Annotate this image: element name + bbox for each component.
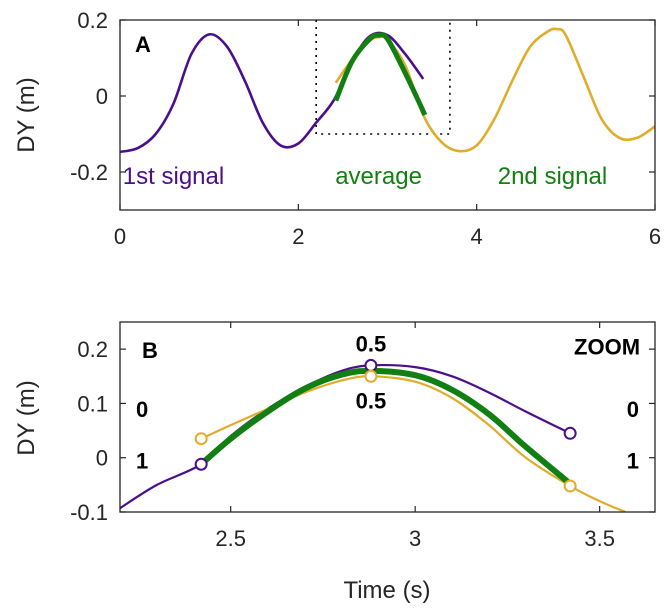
panel-b-annotation-3: 1 [136,448,148,473]
panel-b-ticks: 2.5 3 3.5 -0.1 0 0.1 0.2 [70,322,655,551]
panel-b-marker-5 [563,479,577,493]
region-label-2nd-signal: 2nd signal [498,163,607,190]
region-label-1st-signal: 1st signal [123,163,224,190]
panel-b-x-tick-label: 3 [409,526,421,551]
panel-b-y-tick-label: -0.1 [70,500,108,525]
panel-b-annotation-2: 0 [136,397,148,422]
panel-b-x-tick-label: 3.5 [584,526,615,551]
panel-b-y-tick-label: 0 [96,446,108,471]
panel-a-axes-box [119,19,656,211]
panel-a: 1st signal average 2nd signal 0 2 4 6 -0.2 0 0.2… [13,8,661,249]
panel-b-annotation-1: 0.5 [356,389,387,414]
panel-a-x-tick-label: 6 [649,224,661,249]
panel-b-label: B [142,338,158,363]
panel-a-y-tick-label: 0.2 [77,8,108,33]
panel-b: 0.5 0.5 0 1 0 1 ZOOM 2.5 3 3.5 -0.1 0 0.1 0.2 B DY (… [13,321,656,604]
panel-b-axes-box [119,321,656,513]
panel-b-annotation-6: ZOOM [574,334,640,359]
panel-b-y-tick-label: 0.2 [77,337,108,362]
panel-b-marker-1 [364,358,378,372]
panel-a-series-group [120,20,655,154]
panel-a-label: A [135,32,151,57]
panel-b-x-axis-title: Time (s) [343,577,430,604]
panel-b-annotation-5: 1 [627,448,639,473]
panel-b-annotation-0: 0.5 [356,332,387,357]
panel-b-x-tick-label: 2.5 [215,526,246,551]
panel-b-annotation-4: 0 [627,397,639,422]
panel-a-y-tick-label: -0.2 [70,160,108,185]
panel-a-x-tick-label: 0 [114,224,126,249]
panel-b-marker-3 [194,432,208,446]
panel-a-ticks: 0 2 4 6 -0.2 0 0.2 [70,8,661,249]
panel-b-marker-4 [364,369,378,383]
panel-a-x-tick-label: 2 [292,224,304,249]
panel-a-y-axis-title: DY (m) [13,77,40,153]
panel-a-y-tick-label: 0 [96,84,108,109]
panel-b-series-2nd-signal [200,375,626,512]
panel-a-plot-area: 1st signal average 2nd signal [120,20,655,190]
panel-b-marker-0 [194,457,208,471]
panel-b-plot-area: 0.5 0.5 0 1 0 1 ZOOM [120,332,640,512]
zoom-box [315,20,451,135]
panel-a-x-tick-label: 4 [471,224,483,249]
panel-a-series-2nd-signal [334,27,655,153]
panel-a-series-average [333,32,428,117]
region-label-average: average [335,163,422,190]
panel-b-y-tick-label: 0.1 [77,391,108,416]
panel-b-y-axis-title: DY (m) [13,380,40,456]
panel-b-marker-2 [563,426,577,440]
